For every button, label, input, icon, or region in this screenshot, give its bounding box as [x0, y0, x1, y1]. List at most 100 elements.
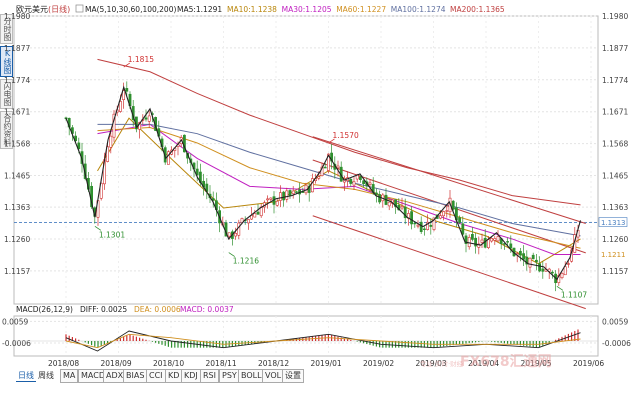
indicator-tab-cci[interactable]: CCI: [146, 369, 166, 383]
candle-body: [362, 180, 366, 184]
x-tick-label: 2019/03: [416, 359, 447, 368]
candle-body: [294, 191, 298, 193]
annotation-pointer: [123, 62, 130, 68]
macd-tick-right: -0.0006: [602, 339, 631, 348]
x-tick-label: 2018/12: [258, 359, 289, 368]
indicator-tab-psy[interactable]: PSY: [219, 369, 240, 383]
ma-price-label: 1.1211: [601, 251, 626, 259]
candle-body: [282, 191, 286, 201]
indicator-tab-settings[interactable]: 设置: [282, 369, 304, 383]
annotation-label: 1.1216: [233, 257, 259, 266]
x-tick-label: 2019/05: [521, 359, 552, 368]
candle-body: [256, 211, 260, 215]
candle-body: [509, 243, 513, 249]
candle-body: [566, 263, 570, 265]
candle-body: [266, 198, 270, 201]
candle-body: [291, 190, 295, 195]
candle-body: [378, 194, 382, 203]
candle-body: [560, 273, 564, 279]
indicator-tab-rsi[interactable]: RSI: [200, 369, 219, 383]
candle-body: [518, 250, 522, 256]
macd-dea-label: DEA: 0.0006: [134, 305, 181, 314]
candle-body: [358, 176, 362, 180]
indicator-tab-kd[interactable]: KD: [165, 369, 183, 383]
ma-line-ma30: [97, 123, 581, 255]
macd-value-label: MACD: 0.0037: [180, 305, 234, 314]
candle-body: [493, 238, 497, 241]
ma-readout-1: MA10:1.1238: [227, 5, 277, 14]
y-tick-label-left: 1.1980: [4, 12, 30, 21]
candle-body: [550, 271, 554, 274]
ma-line-ma100: [97, 123, 581, 237]
candle-body: [451, 200, 455, 210]
indicator-tab-ma[interactable]: MA: [60, 369, 79, 383]
indicator-tab-vol[interactable]: VOL: [262, 369, 285, 383]
channel-line-outer: [312, 136, 586, 224]
candle-body: [429, 224, 433, 227]
ma-line-ma60: [97, 126, 581, 249]
current-price-tag: [598, 217, 628, 227]
annotation-label: 1.1815: [128, 55, 154, 64]
indicator-tab-bias[interactable]: BIAS: [123, 369, 148, 383]
candle-body: [310, 178, 314, 193]
ma-toggle-checkbox[interactable]: [75, 4, 84, 13]
x-tick-label: 2018/09: [101, 359, 132, 368]
y-tick-label-left: 1.1260: [4, 235, 30, 244]
candle-body: [419, 221, 423, 232]
main-plot-frame: [13, 15, 599, 305]
candle-body: [496, 236, 500, 242]
tab-kline[interactable]: K线图: [0, 46, 13, 77]
candle-body: [125, 88, 129, 92]
candle-body: [538, 263, 542, 272]
candle-body: [534, 259, 538, 263]
candle-body: [336, 165, 340, 169]
candle-body: [442, 211, 446, 217]
candle-body: [410, 211, 414, 225]
candle-body: [119, 101, 122, 112]
candle-body: [278, 192, 282, 201]
macd-params-label: MACD(26,12,9): [16, 305, 73, 314]
candle-body: [467, 237, 471, 248]
candle-body: [474, 237, 478, 247]
macd-diff-label: DIFF: 0.0025: [80, 305, 127, 314]
candle-body: [112, 113, 116, 138]
candle-body: [563, 266, 567, 276]
y-tick-label-left: 1.1465: [4, 171, 30, 180]
x-tick-label: 2018/11: [206, 359, 237, 368]
y-tick-label-left: 1.1363: [4, 203, 30, 212]
indicator-tab-kdj[interactable]: KDJ: [181, 369, 201, 383]
indicator-tab-boll[interactable]: BOLL: [238, 369, 265, 383]
candle-body: [486, 239, 490, 248]
y-tick-label-right: 1.1363: [602, 203, 628, 212]
candle-body: [522, 253, 526, 260]
candle-body: [253, 213, 257, 218]
candle-body: [461, 223, 465, 235]
candle-body: [275, 200, 279, 206]
tab-flash[interactable]: 闪电图: [0, 79, 13, 109]
tab-contract-info[interactable]: 合约资料: [0, 111, 13, 149]
candle-body: [422, 228, 426, 230]
candle-body: [480, 239, 484, 243]
tab-intraday[interactable]: 分时图: [0, 14, 13, 44]
x-tick-label: 2018/10: [153, 359, 184, 368]
x-tick-label: 2018/08: [48, 359, 79, 368]
candle-body: [525, 256, 529, 265]
watermark-subtext: 专业·实时·财经: [420, 359, 464, 368]
macd-tick-left: 0.0059: [2, 317, 28, 326]
ma-readout-4: MA100:1.1274: [391, 5, 446, 14]
macd-diff-line: [65, 330, 581, 352]
current-price-label: 1.1313: [601, 219, 626, 227]
candle-body: [326, 153, 330, 171]
period-tab-daily[interactable]: 日线: [16, 371, 36, 382]
candle-body: [445, 210, 449, 212]
candle-body: [368, 182, 372, 185]
y-tick-label-left: 1.1157: [4, 267, 30, 276]
candle-body: [490, 238, 494, 242]
y-tick-label-right: 1.1568: [602, 140, 628, 149]
candle-body: [195, 168, 199, 176]
y-tick-label-right: 1.1877: [602, 44, 628, 53]
candle-body: [349, 178, 353, 184]
y-tick-label-right: 1.1774: [602, 76, 628, 85]
period-tab-weekly[interactable]: 周线: [38, 371, 54, 380]
